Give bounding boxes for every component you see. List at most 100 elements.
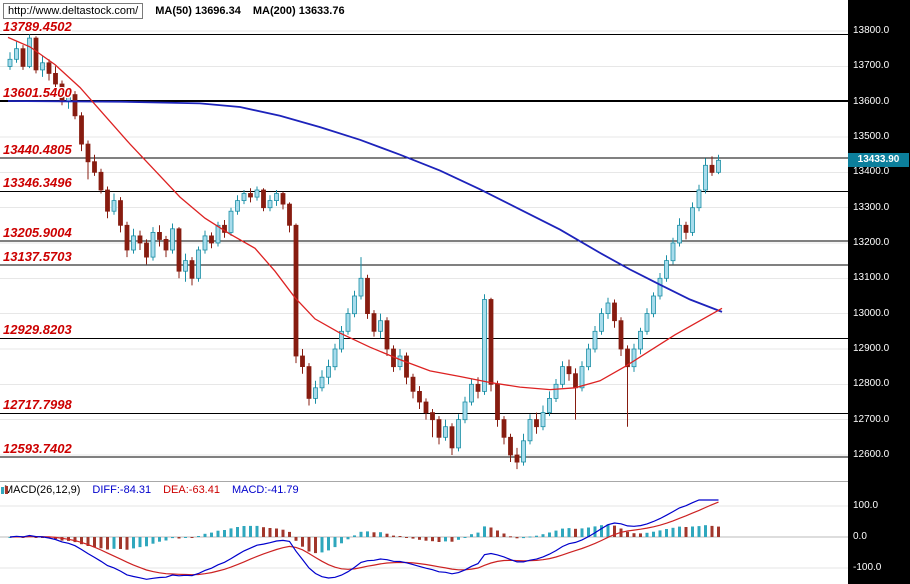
candle <box>53 66 58 88</box>
candle <box>228 207 234 236</box>
candle <box>716 154 721 175</box>
candle <box>553 379 559 402</box>
ma50-value: 13696.34 <box>194 5 241 17</box>
candle <box>46 59 52 81</box>
candle <box>124 221 130 258</box>
candle <box>605 297 611 319</box>
candle <box>72 91 78 120</box>
candle <box>222 220 227 238</box>
candle <box>150 227 156 261</box>
candle <box>378 313 383 339</box>
candle <box>248 188 253 203</box>
candle <box>280 191 286 210</box>
candle <box>306 363 312 406</box>
candle <box>137 230 143 250</box>
support-resistance-price-label: 13137.5703 <box>3 249 72 264</box>
candle <box>14 41 19 63</box>
price-axis-tick: 13000.0 <box>853 308 890 319</box>
price-axis-tick: 12600.0 <box>853 449 890 460</box>
support-resistance-price-label: 13205.9004 <box>3 225 72 240</box>
candle <box>612 299 617 328</box>
macd-indicator-icon <box>1 485 8 494</box>
candle <box>163 235 169 258</box>
candle <box>79 112 84 152</box>
candle <box>690 202 695 236</box>
candle <box>111 193 117 215</box>
candle <box>670 237 676 265</box>
candle <box>521 433 526 466</box>
candle <box>209 232 214 249</box>
price-axis-tick: 13700.0 <box>853 60 890 71</box>
candle <box>423 398 429 420</box>
candle <box>293 223 299 364</box>
candle <box>20 45 26 70</box>
candle <box>131 228 136 254</box>
macd-dea-line <box>9 501 719 576</box>
candle <box>560 361 565 388</box>
candle <box>508 433 513 462</box>
candle <box>170 223 175 254</box>
support-resistance-price-label: 13789.4502 <box>3 19 72 34</box>
price-axis-tick: 13100.0 <box>853 272 890 283</box>
support-resistance-price-label: 12717.7998 <box>3 397 72 412</box>
candle <box>534 412 539 434</box>
candle <box>33 36 39 74</box>
price-axis-tick: 13400.0 <box>853 166 890 177</box>
candle <box>261 188 266 212</box>
macd-macd-value: MACD:-41.79 <box>231 483 299 496</box>
candle <box>540 405 546 431</box>
price-axis-tick: 12700.0 <box>853 414 890 425</box>
candle <box>391 345 396 372</box>
candle <box>339 326 344 353</box>
macd-dea-value: DEA:-63.41 <box>163 483 220 496</box>
candle <box>547 391 552 417</box>
candle <box>566 359 572 381</box>
candle <box>488 297 494 392</box>
candle <box>482 294 487 395</box>
candle <box>332 343 338 371</box>
support-resistance-price-label: 13440.4805 <box>3 142 72 157</box>
macd-title: MACD(26,12,9) <box>4 483 81 496</box>
candle <box>657 273 663 300</box>
support-resistance-price-label: 13601.5400 <box>3 85 72 100</box>
candle <box>573 368 578 420</box>
candle <box>183 253 188 282</box>
candle <box>7 52 13 70</box>
support-resistance-price-label: 13346.3496 <box>3 175 72 190</box>
price-axis-tick: 12800.0 <box>853 378 890 389</box>
ma50-label: MA(50) <box>155 5 192 17</box>
candle <box>254 186 260 201</box>
support-resistance-price-label: 12593.7402 <box>3 441 72 456</box>
source-url[interactable]: http://www.deltastock.com/ <box>3 3 144 19</box>
candle <box>469 379 474 406</box>
ma200-legend: MA(200) 13633.76 <box>253 5 345 17</box>
candle <box>287 202 292 233</box>
candle <box>365 274 370 319</box>
candle <box>144 239 149 265</box>
candle <box>241 190 247 205</box>
candle <box>118 197 123 233</box>
candle <box>345 308 351 335</box>
candle <box>189 257 195 286</box>
current-price-badge: 13433.90 <box>848 153 909 167</box>
macd-histogram <box>8 524 720 554</box>
candle <box>696 184 702 212</box>
macd-chart-canvas <box>0 499 848 580</box>
candle <box>267 195 273 212</box>
candle <box>644 308 650 335</box>
candle <box>436 416 442 445</box>
candle <box>105 186 110 219</box>
price-axis-tick: 13200.0 <box>853 237 890 248</box>
candle <box>202 230 208 254</box>
macd-axis-tick: 100.0 <box>853 500 879 511</box>
price-chart-canvas <box>0 30 848 470</box>
ma200-value: 13633.76 <box>298 5 345 17</box>
candle <box>326 359 331 385</box>
macd-axis-tick: -100.0 <box>853 562 882 573</box>
candle <box>443 419 448 441</box>
candle <box>196 246 201 282</box>
ma200-label: MA(200) <box>252 5 296 17</box>
chart-legend: http://www.deltastock.com/ MA(50) 13696.… <box>3 3 345 19</box>
candle <box>599 308 604 335</box>
